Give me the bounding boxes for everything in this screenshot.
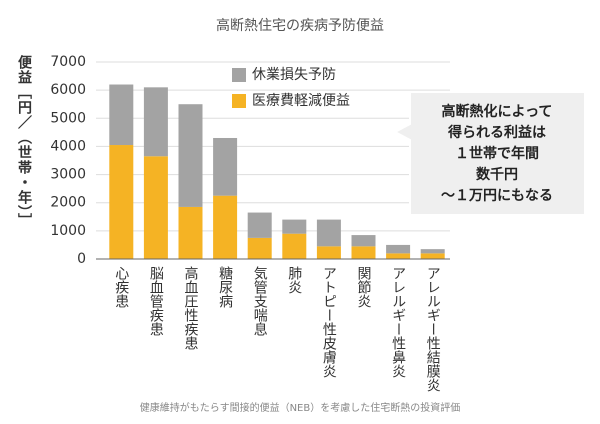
y-tick-label: 4000 [50, 138, 86, 154]
x-tick-label: 脳血管疾患 [148, 266, 164, 336]
bar-segment [351, 235, 376, 247]
x-tick-label: 肺炎 [286, 266, 302, 294]
x-tick-label: 気管支喘息 [252, 266, 268, 336]
bar-segment [282, 219, 307, 234]
callout-box [392, 91, 586, 216]
callout-text: 得られる利益は [447, 124, 546, 141]
y-tick-label: 3000 [50, 167, 86, 183]
chart-title: 高断熱住宅の疾病予防便益 [216, 17, 384, 34]
callout-text: 高断熱化によって [442, 103, 553, 120]
bar-segment [178, 206, 203, 259]
y-tick-label: 2000 [50, 195, 86, 211]
callout-text: ～１万円にもなる [441, 188, 553, 204]
bar-segment [213, 137, 238, 196]
x-tick-label: アトピー性皮膚炎 [321, 266, 337, 378]
legend-label: 医療費軽減便益 [252, 92, 350, 109]
bar-segment [109, 84, 134, 146]
legend-swatch [232, 68, 246, 82]
y-tick-label: 6000 [50, 82, 86, 98]
x-tick-label: 高血圧性疾患 [183, 265, 199, 350]
bar-segment [351, 246, 376, 259]
callout-text: １世帯で年間 [455, 145, 539, 162]
y-tick-label: 0 [77, 251, 86, 267]
bar-segment [143, 87, 168, 157]
legend-swatch [232, 94, 246, 108]
bar-segment [420, 253, 445, 259]
bar-segment [316, 219, 341, 247]
bar-segment [316, 246, 341, 259]
bar-segment [386, 253, 411, 259]
bar-segment [109, 145, 134, 259]
bar-segment [213, 195, 238, 259]
y-tick-label: 1000 [50, 223, 86, 239]
y-axis-label: 便益［円／（世帯・年）］ [16, 54, 33, 228]
bar-segment [247, 237, 272, 259]
x-tick-label: アレルギー性鼻炎 [390, 266, 406, 378]
x-tick-label: 関節炎 [356, 266, 372, 308]
bar-segment [247, 212, 272, 238]
callout-text: 数千円 [476, 166, 518, 183]
x-tick-label: 糖尿病 [217, 266, 233, 308]
y-tick-label: 5000 [50, 110, 86, 126]
bar-segment [178, 104, 203, 207]
bar-segment [143, 156, 168, 259]
bar-segment [420, 249, 445, 254]
x-tick-label: アレルギー性結膜炎 [425, 266, 441, 392]
y-tick-label: 7000 [50, 54, 86, 70]
legend-label: 休業損失予防 [252, 67, 336, 83]
bar-segment [282, 233, 307, 259]
bar-segment [386, 244, 411, 254]
x-tick-label: 心疾患 [113, 266, 129, 308]
footnote: 健康維持がもたらす間接的便益（NEB）を考慮した住宅断熱の投資評価 [140, 401, 460, 414]
